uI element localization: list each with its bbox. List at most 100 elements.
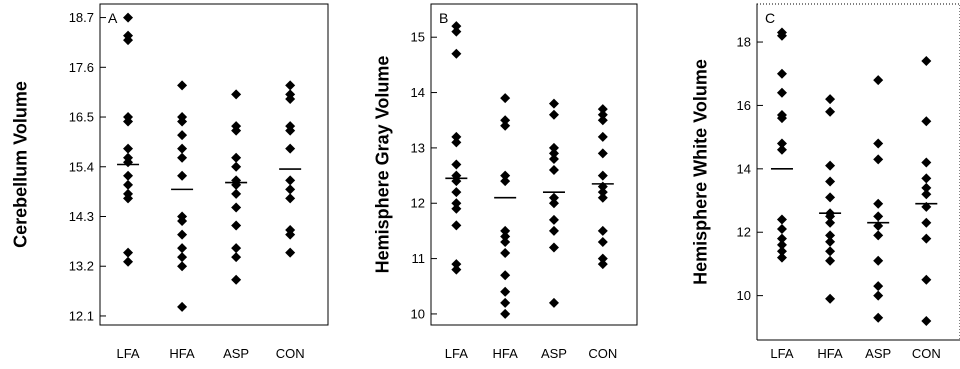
data-point-asp: [231, 202, 242, 213]
data-point-asp: [231, 161, 242, 172]
data-point-asp: [548, 142, 559, 153]
data-point-con: [921, 157, 932, 168]
data-point-lfa: [776, 214, 787, 225]
y-tick-label: 13.2: [69, 259, 94, 274]
data-point-hfa: [177, 143, 188, 154]
data-point-lfa: [776, 224, 787, 235]
data-point-lfa: [451, 259, 462, 270]
data-point-asp: [873, 138, 884, 149]
data-point-hfa: [500, 286, 511, 297]
data-point-asp: [873, 290, 884, 301]
y-tick-label: 17.6: [69, 60, 94, 75]
data-point-asp: [548, 165, 559, 176]
data-point-con: [597, 253, 608, 264]
data-point-lfa: [451, 48, 462, 59]
data-point-asp: [548, 148, 559, 159]
data-point-con: [285, 80, 296, 91]
data-point-asp: [873, 255, 884, 266]
data-point-con: [921, 189, 932, 200]
y-tick-label: 12: [737, 225, 751, 240]
y-tick-label: 18: [737, 35, 751, 50]
data-point-hfa: [177, 152, 188, 163]
data-point-lfa: [123, 193, 134, 204]
data-point-hfa: [500, 308, 511, 319]
y-tick-label: 14: [411, 85, 425, 100]
data-point-hfa: [500, 170, 511, 181]
data-point-hfa: [825, 192, 836, 203]
data-point-asp: [548, 192, 559, 203]
data-point-hfa: [177, 229, 188, 240]
data-point-lfa: [451, 203, 462, 214]
data-point-lfa: [123, 143, 134, 154]
y-tick-label: 13: [411, 140, 425, 155]
data-point-con: [597, 115, 608, 126]
y-tick-label: 14: [737, 161, 751, 176]
data-point-con: [285, 193, 296, 204]
plot-frame: [430, 3, 638, 326]
data-point-con: [597, 170, 608, 181]
panel-b: B 10 11 12 13 14 15 Hemisphere Gray Volume LFA HF…: [372, 3, 638, 361]
panel-a: A 12.1 13.2 14.3 15.4 16.5 17.6 18.7 Cerebellum …: [10, 3, 329, 361]
data-point-con: [597, 259, 608, 270]
data-point-lfa: [776, 233, 787, 244]
data-point-asp: [231, 152, 242, 163]
data-point-con: [921, 56, 932, 67]
data-point-lfa: [123, 179, 134, 190]
data-point-lfa: [123, 35, 134, 46]
data-point-con: [597, 236, 608, 247]
y-tick-label: 11: [412, 251, 426, 266]
data-point-con: [921, 315, 932, 326]
y-tick-label: 18.7: [69, 10, 94, 25]
data-point-lfa: [776, 252, 787, 263]
y-tick-label: 12: [411, 196, 425, 211]
data-point-hfa: [500, 297, 511, 308]
data-point-hfa: [177, 261, 188, 272]
data-point-lfa: [451, 264, 462, 275]
data-point-con: [921, 182, 932, 193]
data-point-asp: [873, 154, 884, 165]
data-point-con: [285, 229, 296, 240]
y-tick-label: 15: [411, 30, 425, 45]
data-point-lfa: [123, 12, 134, 23]
data-point-con: [597, 225, 608, 236]
data-point-asp: [548, 242, 559, 253]
data-point-hfa: [500, 248, 511, 259]
data-point-hfa: [500, 115, 511, 126]
data-point-lfa: [451, 21, 462, 32]
category-label-hfa: HFA: [169, 346, 195, 361]
data-point-hfa: [825, 106, 836, 117]
data-point-con: [597, 192, 608, 203]
data-point-lfa: [123, 170, 134, 181]
data-point-asp: [548, 98, 559, 109]
data-point-hfa: [825, 236, 836, 247]
data-point-lfa: [451, 198, 462, 209]
data-point-lfa: [123, 256, 134, 267]
data-point-lfa: [776, 87, 787, 98]
category-label-asp: ASP: [223, 346, 249, 361]
category-label-lfa: LFA: [445, 346, 468, 361]
category-label-lfa: LFA: [116, 346, 139, 361]
data-point-hfa: [500, 120, 511, 131]
data-point-lfa: [776, 144, 787, 155]
data-point-con: [921, 116, 932, 127]
data-point-hfa: [825, 176, 836, 187]
data-point-asp: [231, 243, 242, 254]
data-point-con: [597, 104, 608, 115]
data-point-hfa: [500, 236, 511, 247]
data-point-hfa: [177, 252, 188, 263]
panel-c: C 10 12 14 16 18 Hemisphere White Volume LFA HFA…: [690, 3, 960, 361]
data-point-hfa: [825, 293, 836, 304]
data-point-asp: [231, 274, 242, 285]
y-tick-label: 10: [737, 288, 751, 303]
data-point-con: [921, 173, 932, 184]
category-label-lfa: LFA: [770, 346, 793, 361]
data-point-hfa: [825, 255, 836, 266]
category-label-hfa: HFA: [817, 346, 843, 361]
category-label-asp: ASP: [865, 346, 891, 361]
category-label-hfa: HFA: [493, 346, 519, 361]
data-point-hfa: [177, 243, 188, 254]
data-point-lfa: [451, 187, 462, 198]
data-point-hfa: [500, 93, 511, 104]
data-point-asp: [548, 198, 559, 209]
